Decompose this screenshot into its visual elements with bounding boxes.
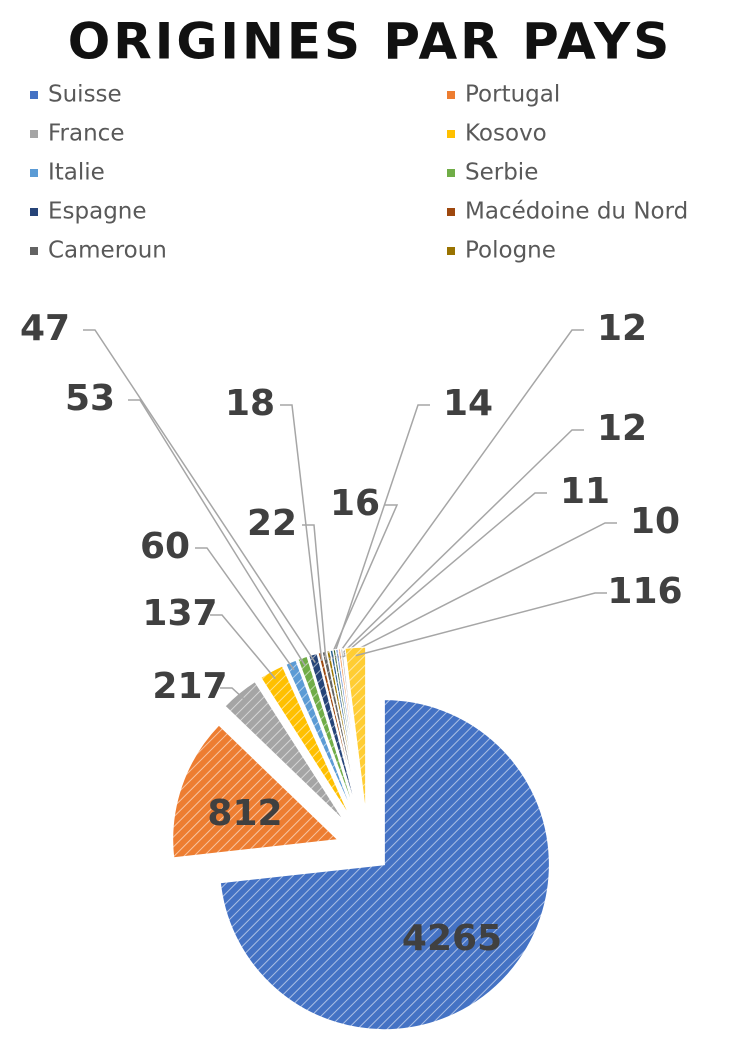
data-label: 812 (207, 793, 282, 834)
leader-line (128, 399, 306, 667)
legend-label: Pologne (465, 238, 556, 264)
legend-label: Portugal (465, 82, 560, 108)
legend-label: Cameroun (48, 238, 167, 264)
pie-slice (260, 665, 351, 817)
legend-label: Macédoine du Nord (465, 199, 688, 225)
data-label: 16 (330, 483, 380, 524)
legend-swatch (30, 130, 38, 138)
legend-swatch (30, 247, 38, 255)
legend-swatch (30, 208, 38, 216)
pie-slice (297, 655, 357, 815)
leader-line (355, 592, 607, 657)
data-label: 53 (65, 378, 115, 419)
pie-slice (219, 699, 550, 1031)
pie-slice (329, 649, 362, 813)
legend-swatch (447, 247, 455, 255)
legend-swatch (447, 91, 455, 99)
legend-label: Kosovo (465, 121, 547, 147)
leader-line (339, 492, 547, 658)
legend-label: Serbie (465, 160, 538, 186)
legend-swatch (30, 91, 38, 99)
chart-title: ORIGINES PAR PAYS (68, 13, 673, 71)
leader-line (83, 329, 316, 663)
data-label: 18 (225, 383, 275, 424)
leader-line (280, 404, 323, 661)
pie-slice (340, 648, 364, 813)
legend-label: Italie (48, 160, 105, 186)
leader-line (210, 614, 276, 680)
leader-line (332, 404, 430, 659)
data-label: 22 (247, 503, 297, 544)
leader-line (220, 687, 246, 700)
pie-slice (224, 680, 345, 821)
leader-line (195, 547, 295, 671)
pie-slice (308, 652, 359, 814)
data-label: 10 (630, 501, 680, 542)
data-label: 116 (607, 571, 682, 612)
pie-slice (172, 724, 339, 859)
legend-swatch (447, 169, 455, 177)
data-label: 11 (560, 471, 610, 512)
pie-slice (326, 650, 362, 813)
legend-swatch (447, 208, 455, 216)
legend-label: Espagne (48, 199, 147, 225)
data-label: 12 (597, 308, 647, 349)
data-label: 60 (140, 526, 190, 567)
pie-slice (344, 646, 367, 813)
data-label: 217 (152, 666, 227, 707)
leader-line (342, 522, 617, 658)
legend-label: France (48, 121, 124, 147)
pie-slice (321, 650, 361, 814)
data-label: 4265 (402, 918, 502, 959)
legend-swatch (447, 130, 455, 138)
leader-line (334, 329, 584, 659)
leader-line (302, 524, 327, 660)
legend-swatch (30, 169, 38, 177)
data-label: 12 (597, 408, 647, 449)
leader-line (337, 429, 584, 659)
legend-label: Suisse (48, 82, 122, 108)
leader-line (329, 504, 399, 660)
data-label: 47 (20, 308, 70, 349)
data-label: 14 (443, 383, 493, 424)
pie-slice (285, 659, 355, 816)
data-label: 137 (142, 593, 217, 634)
